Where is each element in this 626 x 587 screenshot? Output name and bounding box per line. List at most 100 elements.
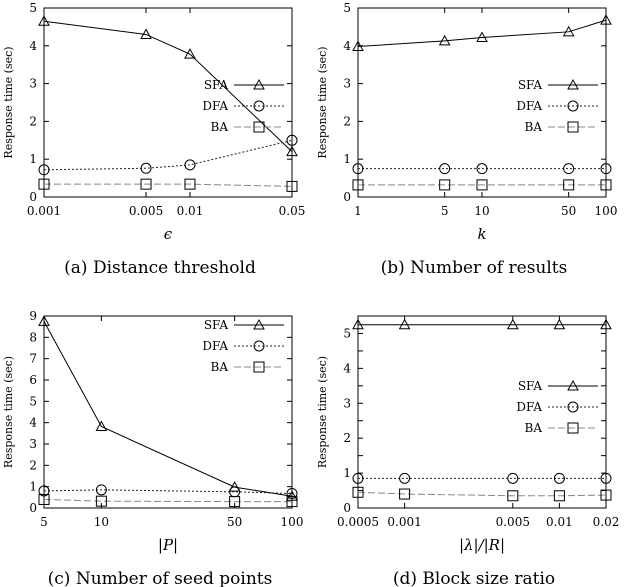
legend-marker	[253, 100, 265, 112]
x-tick-label: 0.01	[546, 515, 573, 529]
y-tick-label: 5	[343, 1, 351, 15]
y-tick-label: 1	[29, 152, 37, 166]
legend-label: SFA	[518, 78, 543, 92]
data-point	[184, 48, 196, 59]
data-point	[439, 163, 451, 175]
data-point	[95, 420, 108, 432]
data-point	[228, 481, 241, 492]
x-tick-label: 0.001	[27, 204, 61, 218]
data-point	[286, 490, 298, 501]
data-point	[140, 178, 152, 190]
y-tick-label: 3	[29, 437, 37, 451]
legend-marker	[253, 340, 265, 352]
x-tick-label: 10	[474, 204, 489, 218]
x-tick-label: 0.005	[129, 204, 163, 218]
y-tick-label: 4	[343, 361, 351, 375]
data-point	[352, 40, 364, 52]
data-point	[438, 34, 451, 46]
legend-marker	[567, 401, 579, 413]
legend-marker	[567, 121, 579, 133]
data-point	[352, 163, 364, 175]
data-point	[38, 15, 50, 26]
x-tick-label: 5	[441, 204, 449, 218]
y-tick-label: 3	[29, 77, 37, 91]
series-line	[357, 491, 607, 497]
data-point	[352, 318, 364, 330]
legend-marker	[253, 318, 265, 330]
series-line	[43, 321, 293, 497]
data-point	[553, 472, 565, 484]
series-line	[357, 19, 607, 48]
y-tick-label: 1	[343, 466, 351, 480]
series-dfa	[352, 163, 612, 175]
series-ba	[352, 486, 612, 502]
data-point	[229, 486, 241, 498]
y-tick-label: 4	[29, 416, 37, 430]
y-axis-label: Response time (sec)	[316, 46, 329, 158]
y-tick-label: 2	[343, 114, 351, 128]
data-point	[38, 315, 50, 326]
chart-panel-0: 0 1 2 3 4 5 0.001 0.005 0.01 0.05 Response time (s…	[2, 1, 305, 278]
data-point	[38, 493, 50, 505]
data-point	[95, 484, 107, 496]
series-ba	[38, 493, 298, 508]
x-axis-label: |λ|/|R|	[459, 536, 505, 554]
y-tick-label: 4	[29, 39, 37, 53]
x-axis-label: |P|	[158, 536, 178, 554]
chart-panel-2: 0 1 2 3 4 5 6 7 8 9 5 10 50 100 Response time (sec) |P|…	[2, 309, 303, 587]
legend-marker	[567, 78, 579, 90]
legend: SFA DFA BA	[202, 78, 284, 134]
y-tick-label: 6	[29, 373, 37, 387]
subfigure-caption: (b) Number of results	[381, 258, 568, 278]
y-tick-label: 1	[343, 152, 351, 166]
data-point	[600, 489, 612, 501]
x-tick-label: 50	[227, 515, 242, 529]
subfigure-caption: (d) Block size ratio	[393, 569, 555, 587]
plot-frame	[43, 7, 293, 198]
x-tick-label: 5	[40, 515, 48, 529]
plot-frame	[357, 315, 607, 509]
y-axis-label: Response time (sec)	[2, 356, 15, 468]
series-dfa	[38, 134, 298, 176]
data-point	[140, 28, 152, 39]
y-tick-label: 7	[29, 352, 37, 366]
data-point	[184, 178, 196, 190]
x-tick-label: 0.001	[387, 515, 421, 529]
series-sfa	[352, 318, 612, 330]
y-tick-label: 2	[29, 114, 37, 128]
chart-panel-3: 0 1 2 3 4 5 0.0005 0.001 0.005 0.01 0.02 Response t…	[316, 315, 619, 587]
data-point	[286, 134, 298, 146]
legend: SFA DFA BA	[516, 78, 598, 134]
data-point	[553, 490, 565, 502]
data-point	[600, 14, 612, 25]
y-tick-label: 0	[343, 190, 351, 204]
series-dfa	[38, 484, 298, 499]
series-line	[43, 139, 293, 171]
x-tick-label: 0.0005	[337, 515, 379, 529]
series-sfa	[38, 315, 298, 501]
legend-marker	[567, 100, 579, 112]
legend: SFA DFA BA	[202, 318, 284, 374]
y-tick-label: 5	[343, 326, 351, 340]
data-point	[506, 318, 519, 330]
data-point	[600, 472, 612, 484]
subfigure-caption: (c) Number of seed points	[48, 569, 273, 587]
legend: SFA DFA BA	[516, 379, 598, 435]
legend-label: BA	[211, 120, 229, 134]
series-ba	[38, 178, 298, 192]
y-tick-label: 2	[343, 431, 351, 445]
data-point	[399, 472, 411, 484]
x-tick-label: 50	[561, 204, 576, 218]
x-tick-label: 100	[595, 204, 618, 218]
y-tick-label: 0	[29, 501, 37, 515]
data-point	[507, 490, 519, 502]
data-point	[476, 31, 488, 42]
data-point	[352, 179, 364, 191]
y-tick-label: 0	[343, 501, 351, 515]
legend-label: BA	[211, 360, 229, 374]
y-tick-label: 5	[29, 394, 37, 408]
legend-label: SFA	[204, 318, 229, 332]
y-tick-label: 9	[29, 309, 37, 323]
data-point	[439, 179, 451, 191]
